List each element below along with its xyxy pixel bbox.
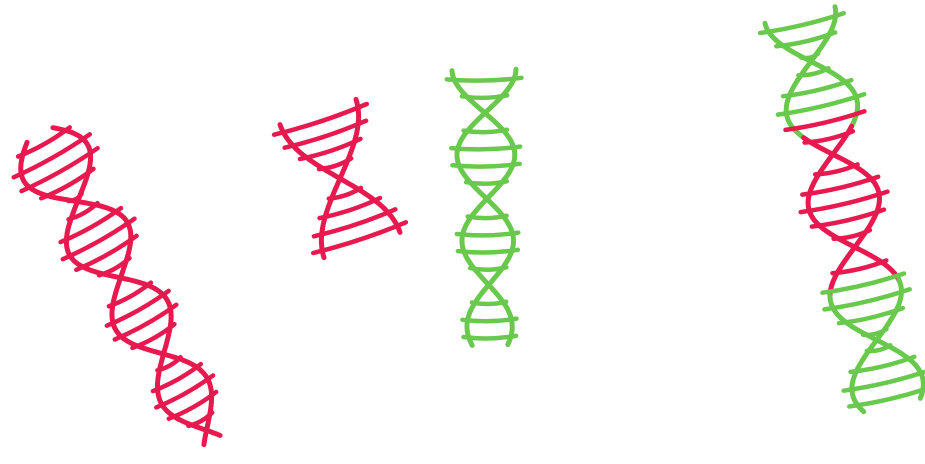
helix-backbone-stroke: [503, 232, 516, 265]
base-pair-stroke: [19, 145, 100, 194]
base-pair-stroke: [454, 230, 521, 238]
base-pair-stroke: [74, 233, 139, 273]
base-pair-stroke: [271, 101, 370, 137]
helix-backbone-stroke: [201, 397, 214, 448]
base-pair-stroke: [455, 247, 521, 255]
base-pair-stroke: [444, 75, 524, 83]
base-pair-stroke: [775, 91, 867, 117]
base-pair-stroke: [847, 386, 925, 409]
helix-backbone-stroke: [815, 4, 839, 55]
base-pair-stroke: [841, 369, 925, 393]
helix-backbone-stroke: [330, 176, 343, 199]
base-pair-stroke: [848, 354, 917, 375]
helix-backbone-stroke: [469, 94, 504, 128]
base-pair-stroke: [186, 410, 215, 429]
long-red-helix: [11, 125, 223, 448]
helix-backbone-stroke: [85, 266, 139, 285]
helix-backbone-stroke: [850, 199, 882, 252]
helix-backbone-stroke: [113, 242, 133, 296]
base-pair-stroke: [326, 185, 364, 201]
base-pair-stroke: [796, 66, 831, 78]
helix-backbone-stroke: [498, 66, 519, 100]
base-pair-stroke: [130, 321, 177, 351]
base-pair-stroke: [58, 205, 124, 245]
base-pair-stroke: [822, 287, 912, 312]
base-pair-stroke: [282, 118, 369, 150]
base-pair-stroke: [465, 213, 509, 221]
base-pair-stroke: [166, 389, 219, 421]
helix-backbone-stroke: [109, 290, 120, 335]
base-pair-stroke: [864, 343, 893, 354]
helix-backbone-stroke: [465, 95, 501, 128]
helix-backbone-stroke: [886, 277, 904, 326]
base-pair-stroke: [112, 302, 179, 342]
base-pair-stroke: [463, 179, 510, 186]
helix-backbone-stroke: [492, 204, 516, 237]
helix-backbone-stroke: [459, 233, 473, 266]
base-pair-stroke: [757, 11, 846, 36]
base-pair-stroke: [800, 174, 881, 197]
base-pair-stroke: [836, 305, 906, 326]
helix-backbone-stroke: [449, 68, 471, 101]
helix-backbone-stroke: [18, 139, 30, 186]
helix-backbone-stroke: [827, 293, 862, 333]
base-pair-stroke: [812, 162, 860, 177]
base-pair-stroke: [449, 144, 523, 152]
base-pair-stroke: [802, 128, 856, 145]
base-pair-stroke: [66, 200, 100, 222]
base-pair-stroke: [450, 161, 522, 169]
base-pair-stroke: [459, 93, 510, 101]
base-pair-stroke: [820, 271, 907, 295]
base-pair-stroke: [38, 166, 96, 201]
base-pair-stroke: [66, 191, 84, 204]
base-pair-stroke: [60, 216, 137, 262]
base-pair-stroke: [809, 207, 887, 229]
base-pair-stroke: [11, 132, 93, 180]
helix-backbone-stroke: [783, 97, 807, 141]
base-pair-stroke: [311, 207, 398, 239]
base-pair-stroke: [780, 77, 854, 99]
base-pair-stroke: [297, 136, 363, 162]
helix-backbone-stroke: [762, 20, 803, 59]
base-pair-stroke: [798, 189, 890, 215]
helix-backbone-stroke: [50, 125, 92, 151]
base-pair-stroke: [798, 51, 821, 61]
base-pair-stroke: [860, 326, 889, 338]
base-pair-stroke: [106, 280, 154, 309]
helix-backbone-stroke: [321, 166, 343, 181]
helix-backbone-stroke: [134, 279, 172, 306]
base-pair-stroke: [96, 255, 132, 278]
helix-backbone-stroke: [175, 416, 223, 438]
base-pair-stroke: [461, 127, 510, 135]
base-pair-stroke: [774, 30, 838, 49]
base-pair-stroke: [467, 265, 509, 272]
base-pair-stroke: [310, 220, 409, 256]
helix-backbone-stroke: [459, 205, 482, 238]
helix-backbone-stroke: [846, 83, 861, 129]
base-pair-stroke: [104, 288, 171, 328]
base-pair-stroke: [469, 299, 509, 307]
base-pair-stroke: [15, 125, 72, 159]
base-pair-stroke: [830, 258, 889, 276]
short-red-helix: [271, 96, 409, 261]
mixed-red-green-helix: [757, 4, 925, 415]
base-pair-stroke: [316, 156, 354, 172]
base-pair-stroke: [783, 109, 867, 133]
base-pair-stroke: [461, 333, 519, 341]
base-pair-stroke: [460, 316, 519, 324]
green-helix: [444, 66, 524, 348]
helix-backbone-stroke: [337, 176, 359, 191]
base-pair-stroke: [831, 227, 873, 241]
helix-backbone-stroke: [337, 158, 350, 181]
base-pair-stroke: [317, 195, 383, 221]
base-pair-stroke: [150, 361, 204, 394]
base-pair-stroke: [154, 373, 216, 410]
base-pair-stroke: [155, 354, 183, 373]
